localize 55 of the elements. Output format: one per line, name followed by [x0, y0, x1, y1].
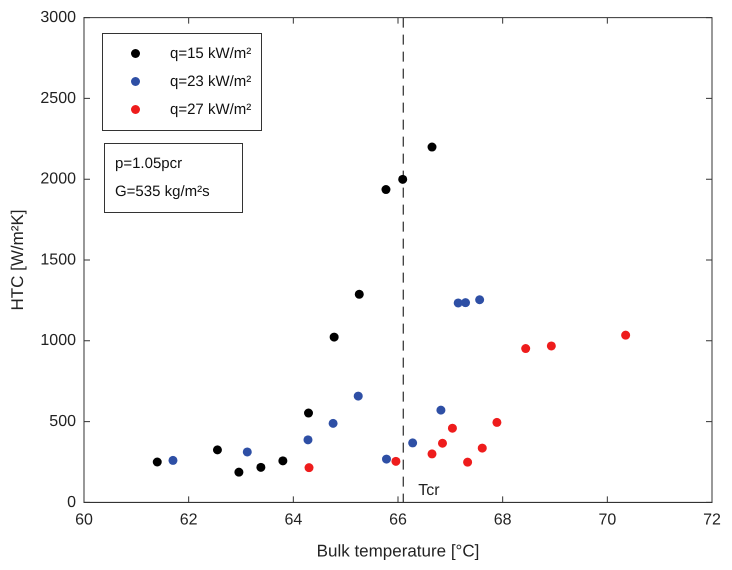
point	[492, 418, 502, 427]
legend-label: q=15 kW/m²	[170, 45, 252, 62]
y-tick-label: 500	[49, 413, 76, 430]
point	[621, 330, 630, 340]
y-tick-label: 2500	[40, 90, 76, 107]
y-tick-label: 1000	[40, 332, 76, 350]
point	[428, 449, 437, 458]
x-tick-label: 68	[494, 511, 512, 528]
ref-line-label: Tcr	[418, 482, 440, 499]
x-tick-label: 64	[284, 511, 302, 528]
point	[461, 298, 470, 308]
point	[436, 406, 446, 415]
y-tick-label: 3000	[40, 9, 76, 26]
x-tick-label: 66	[389, 511, 407, 528]
point	[475, 295, 484, 304]
x-tick-label: 60	[75, 511, 93, 528]
y-tick-label: 0	[67, 494, 76, 511]
point	[398, 174, 408, 184]
point	[242, 447, 252, 456]
text-box: p=1.05pcr G=535 kg/m²s	[104, 142, 243, 213]
annotation: p=1.05pcr	[114, 154, 184, 174]
point	[448, 424, 457, 433]
point	[478, 444, 487, 453]
legend-label: q=27 kW/m²	[170, 101, 252, 118]
point	[303, 435, 312, 444]
point	[354, 392, 363, 401]
legend-label: q=23 kW/m²	[170, 73, 252, 90]
point	[381, 185, 390, 194]
point	[304, 408, 314, 418]
point	[428, 142, 437, 152]
x-tick-label: 70	[598, 511, 616, 528]
x-tick-label: 72	[703, 511, 721, 528]
point	[408, 438, 418, 448]
y-axis-title: HTC [W/m²K]	[8, 209, 27, 311]
point	[278, 456, 288, 466]
point	[354, 290, 364, 299]
point	[152, 458, 162, 466]
x-axis-title: Bulk temperature [°C]	[316, 541, 480, 560]
annotation: G=535 kg/m²s	[114, 182, 210, 202]
point	[463, 458, 472, 467]
point	[328, 418, 338, 428]
point	[438, 438, 447, 448]
y-tick-label: 2000	[40, 170, 76, 188]
point	[256, 462, 266, 472]
y-tick-label: 1500	[40, 251, 76, 268]
x-tick-label: 62	[180, 511, 198, 528]
point	[382, 454, 391, 464]
point	[168, 456, 178, 465]
point	[234, 468, 244, 477]
point	[212, 445, 222, 454]
point	[521, 344, 530, 354]
point	[304, 463, 314, 472]
point	[546, 341, 556, 350]
point	[330, 332, 339, 342]
point	[391, 456, 400, 466]
